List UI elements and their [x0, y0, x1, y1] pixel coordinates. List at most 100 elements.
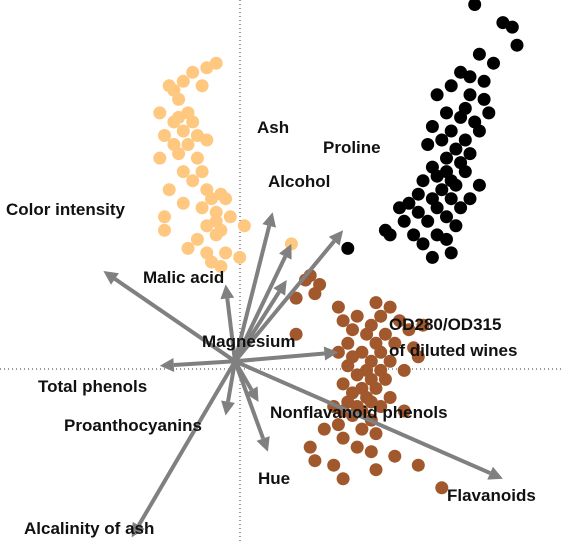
- data-point: [397, 404, 411, 418]
- data-point: [374, 309, 388, 323]
- label-od280-line2: of diluted wines: [389, 341, 517, 360]
- vector-shaft: [225, 298, 237, 362]
- data-point: [364, 445, 378, 459]
- data-point: [158, 129, 171, 142]
- data-point: [336, 314, 350, 328]
- vector-arrowhead: [220, 284, 235, 300]
- data-point: [176, 196, 190, 210]
- data-point: [200, 183, 214, 197]
- data-point: [383, 300, 397, 314]
- data-point: [378, 372, 392, 386]
- vector-shaft: [136, 360, 237, 527]
- data-point: [487, 56, 500, 70]
- vector-arrowhead: [487, 466, 503, 480]
- data-point: [402, 323, 416, 337]
- data-point: [397, 214, 411, 228]
- data-point: [162, 183, 176, 197]
- data-point: [449, 142, 463, 156]
- data-point: [303, 440, 317, 454]
- data-point: [463, 88, 477, 102]
- data-point: [346, 323, 359, 337]
- data-point: [176, 74, 190, 88]
- data-point: [393, 314, 406, 328]
- data-point: [153, 106, 167, 120]
- vector-arrowhead: [273, 280, 287, 296]
- data-point: [397, 363, 411, 377]
- data-point: [407, 228, 421, 242]
- label-magnesium: Magnesium: [202, 332, 296, 351]
- data-point: [336, 431, 350, 445]
- label-nonflavanoid-phenols: Nonflavanoid phenols: [270, 403, 448, 422]
- data-point: [482, 106, 496, 120]
- data-point: [341, 336, 355, 350]
- data-point: [383, 354, 397, 368]
- data-point: [463, 192, 477, 206]
- vector-shaft: [233, 360, 265, 440]
- data-point: [458, 133, 472, 147]
- vector-arrowhead: [245, 386, 259, 402]
- vector-arrowhead: [323, 346, 339, 361]
- vector-proanthocyanins: [221, 360, 237, 416]
- data-point: [435, 133, 449, 147]
- loading-vectors-layer: [103, 212, 503, 538]
- data-point: [477, 74, 491, 88]
- data-point: [176, 165, 190, 179]
- data-point: [336, 377, 350, 391]
- data-point: [369, 381, 383, 395]
- data-point: [200, 61, 214, 75]
- data-point: [444, 79, 458, 93]
- vector-arrowhead: [103, 271, 119, 285]
- vector-total-phenols: [159, 358, 236, 372]
- label-od280-line1: OD280/OD315: [389, 315, 501, 334]
- vector-magnesium: [233, 280, 287, 363]
- data-point: [444, 246, 458, 260]
- data-point: [411, 350, 425, 364]
- vector-alcalinity-of-ash: [131, 360, 237, 538]
- vector-shaft: [226, 360, 237, 403]
- data-point: [350, 309, 364, 323]
- data-point: [369, 427, 383, 441]
- data-point: [317, 422, 331, 436]
- data-point: [233, 250, 247, 264]
- data-point: [411, 205, 425, 219]
- data-point: [468, 0, 482, 11]
- label-proanthocyanins: Proanthocyanins: [64, 416, 202, 435]
- data-point: [355, 422, 369, 436]
- data-point: [186, 115, 200, 129]
- vector-shaft: [233, 255, 288, 363]
- data-point: [416, 318, 430, 332]
- cluster-3-points: [289, 269, 449, 495]
- data-point: [411, 187, 425, 201]
- vector-shaft: [173, 359, 236, 367]
- vector-arrowhead: [159, 358, 175, 372]
- data-point: [289, 327, 303, 341]
- data-point: [195, 201, 209, 215]
- data-point: [416, 174, 430, 188]
- vector-flavanoids: [234, 359, 503, 480]
- data-point: [331, 300, 345, 314]
- data-point: [360, 327, 374, 341]
- data-point: [308, 287, 322, 301]
- data-point: [430, 201, 444, 215]
- data-point: [393, 201, 406, 215]
- vector-proline: [233, 230, 344, 363]
- data-point: [153, 151, 167, 165]
- data-point: [176, 124, 190, 138]
- data-point: [458, 165, 472, 179]
- label-hue: Hue: [258, 469, 290, 488]
- vector-hue: [233, 360, 270, 452]
- data-point: [411, 458, 425, 472]
- vector-alcohol: [233, 243, 292, 363]
- data-point: [425, 250, 439, 264]
- data-point: [435, 481, 449, 495]
- data-point: [449, 178, 463, 192]
- data-point: [472, 178, 486, 192]
- data-point: [463, 70, 477, 84]
- data-point: [181, 138, 195, 151]
- label-ash: Ash: [257, 118, 289, 137]
- data-point: [421, 138, 435, 151]
- data-point: [435, 183, 449, 197]
- data-point: [327, 458, 341, 472]
- data-point: [444, 192, 458, 206]
